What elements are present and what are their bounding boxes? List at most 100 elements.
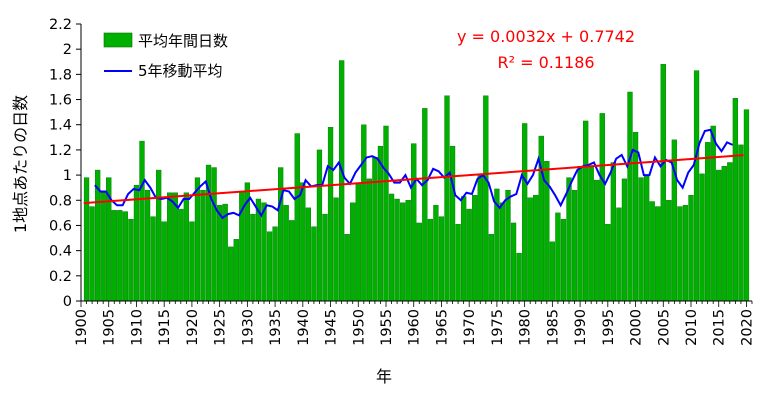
bar xyxy=(133,184,140,302)
bar xyxy=(211,167,217,302)
bar xyxy=(649,201,655,302)
bar xyxy=(111,210,117,302)
bar xyxy=(261,202,267,302)
bar xyxy=(233,239,239,302)
bar xyxy=(250,213,256,302)
bar xyxy=(300,182,306,302)
legend-line-label: 5年移動平均 xyxy=(138,62,223,80)
bar xyxy=(161,221,167,302)
bar xyxy=(266,231,273,302)
bar-series xyxy=(83,60,750,302)
x-tick-label: 1915 xyxy=(157,309,173,346)
bar xyxy=(738,144,744,302)
y-tick-label: 2 xyxy=(63,42,72,58)
bar xyxy=(660,64,666,302)
x-tick-label: 1970 xyxy=(462,309,478,346)
bar xyxy=(372,157,378,302)
bar xyxy=(533,195,539,302)
bar xyxy=(350,202,356,302)
x-tick-label: 1900 xyxy=(74,309,90,346)
x-tick-labels: 1900 1905 1910 1915 1920 1925 1930 1935 1940 1945… xyxy=(74,309,755,346)
bar xyxy=(222,203,228,302)
x-tick-label: 1965 xyxy=(434,309,450,346)
y-tick-label: 0.6 xyxy=(49,218,72,234)
bar xyxy=(355,182,361,302)
bar xyxy=(705,142,711,302)
bar xyxy=(666,200,672,302)
bar xyxy=(322,213,328,302)
bar xyxy=(366,178,373,302)
y-tick-label: 1.2 xyxy=(49,143,72,159)
bar xyxy=(682,205,689,302)
bar xyxy=(150,216,156,302)
bar xyxy=(621,178,628,302)
bar xyxy=(283,205,289,302)
x-tick-label: 1910 xyxy=(129,309,145,346)
bar xyxy=(405,200,411,302)
bar xyxy=(144,189,151,302)
x-tick-label: 1925 xyxy=(213,309,229,346)
bar xyxy=(499,202,506,302)
y-tick-label: 0.8 xyxy=(49,193,72,209)
x-tick-label: 1935 xyxy=(268,309,284,346)
bar xyxy=(172,192,178,302)
bar xyxy=(216,205,223,302)
x-tick-label: 2020 xyxy=(739,309,755,346)
x-tick-label: 1980 xyxy=(518,309,534,346)
y-tick-label: 1.8 xyxy=(49,67,72,83)
bar xyxy=(605,223,611,302)
y-tick-label: 2.2 xyxy=(49,17,72,33)
bar xyxy=(610,162,616,302)
bar xyxy=(400,202,406,302)
bar xyxy=(743,109,750,302)
bar xyxy=(189,221,195,302)
bar xyxy=(361,124,367,302)
y-tick-label: 0 xyxy=(63,294,72,310)
bar xyxy=(311,226,317,302)
bar xyxy=(422,108,428,302)
bar xyxy=(228,246,234,302)
bar xyxy=(416,222,422,302)
bar xyxy=(433,205,439,302)
x-tick-label: 1950 xyxy=(351,309,367,346)
bar xyxy=(89,206,95,302)
legend-bar-label: 平均年間日数 xyxy=(138,32,228,50)
bar xyxy=(455,223,461,302)
bar xyxy=(732,98,738,302)
y-tick-labels: 0 0.2 0.4 0.6 0.8 1 1.2 1.4 1.6 1.8 2 2.2 xyxy=(49,17,72,310)
y-tick-label: 1 xyxy=(63,168,72,184)
x-tick-label: 2000 xyxy=(629,309,645,346)
bar xyxy=(727,162,733,302)
bar xyxy=(200,189,206,302)
trend-r-squared: R² = 0.1186 xyxy=(497,53,594,72)
bar xyxy=(466,208,472,302)
bar xyxy=(472,195,478,302)
x-tick-label: 2015 xyxy=(712,309,728,346)
bar xyxy=(644,174,650,302)
x-tick-label: 1945 xyxy=(324,309,340,346)
bar xyxy=(278,167,284,302)
x-tick-label: 1985 xyxy=(545,309,561,346)
y-tick-label: 0.2 xyxy=(49,269,72,285)
bar xyxy=(444,95,450,302)
bar xyxy=(339,60,345,302)
bar xyxy=(477,174,483,302)
y-tick-label: 1.4 xyxy=(49,118,72,134)
bar xyxy=(560,218,567,302)
bar xyxy=(122,211,128,302)
bar xyxy=(316,149,323,302)
bar xyxy=(272,226,278,302)
x-tick-label: 1990 xyxy=(573,309,589,346)
bar xyxy=(438,216,445,302)
bar xyxy=(627,91,633,302)
x-tick-label: 2010 xyxy=(684,309,700,346)
bar xyxy=(483,95,489,302)
bar xyxy=(638,177,644,302)
x-tick-label: 2005 xyxy=(656,309,672,346)
bar xyxy=(117,210,123,302)
bar xyxy=(377,145,384,302)
bar xyxy=(599,113,605,302)
bar xyxy=(583,120,589,302)
legend-bar-swatch xyxy=(103,32,133,48)
bar xyxy=(594,179,600,302)
